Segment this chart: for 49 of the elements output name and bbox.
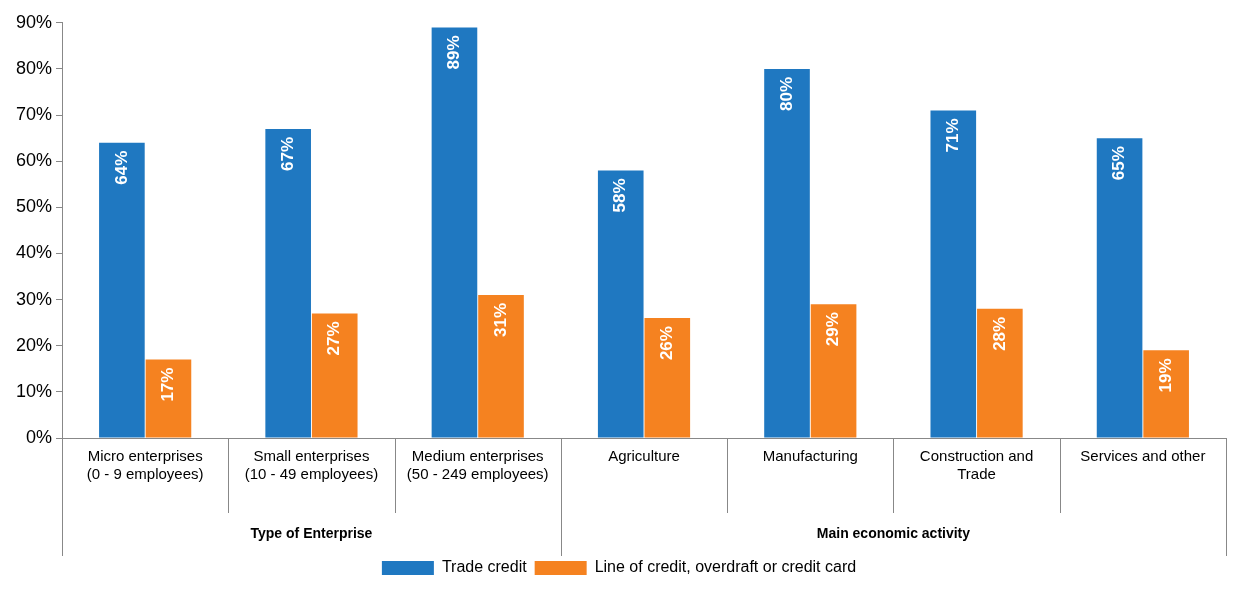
- data-label: 65%: [1109, 146, 1129, 181]
- bar: [265, 128, 311, 438]
- y-tick-label: 60%: [16, 150, 53, 171]
- data-label: 27%: [324, 321, 344, 356]
- bar: [597, 170, 644, 438]
- y-tick-label: 0%: [26, 426, 53, 447]
- bar: [644, 318, 691, 438]
- bar: [478, 294, 524, 438]
- data-label: 89%: [444, 35, 464, 70]
- bar: [764, 68, 810, 438]
- x-tick-label: Small enterprises (10 - 49 employees): [244, 447, 379, 483]
- y-tick-label: 50%: [16, 196, 53, 217]
- bar: [977, 308, 1023, 438]
- data-label: 64%: [111, 150, 131, 185]
- bar: [145, 359, 192, 438]
- bar: [99, 142, 145, 438]
- x-tick-label: Construction and Trade: [919, 447, 1034, 483]
- bar: [810, 304, 857, 438]
- y-tick-label: 40%: [16, 242, 53, 263]
- x-tick-label: Services and other: [1080, 447, 1206, 465]
- y-tick-label: 70%: [16, 104, 53, 125]
- x-tick-label: Medium enterprises (50 - 249 employees): [406, 447, 549, 483]
- data-label: 19%: [1155, 358, 1175, 393]
- x-tick-label: Manufacturing: [762, 447, 858, 465]
- bar: [1096, 138, 1143, 438]
- data-label: 17%: [158, 367, 178, 402]
- bar: [1143, 350, 1189, 438]
- data-label: 80%: [776, 76, 796, 111]
- data-label: 71%: [942, 118, 962, 153]
- text: Main economic activity: [816, 524, 971, 541]
- bar: [930, 110, 977, 438]
- data-label: 67%: [277, 136, 297, 171]
- data-label: 31%: [490, 302, 510, 338]
- y-tick-label: 80%: [16, 57, 53, 78]
- bar: [311, 313, 358, 438]
- x-tick-label: Micro enterprises (0 - 9 employees): [86, 447, 204, 483]
- data-label: 29%: [823, 312, 843, 347]
- data-label: 58%: [610, 178, 630, 213]
- text: Type of Enterprise: [250, 524, 373, 541]
- legend-label: Line of credit, overdraft or credit card: [594, 558, 857, 576]
- y-tick-label: 30%: [16, 288, 53, 309]
- x-tick-label: Agriculture: [608, 447, 680, 465]
- y-tick-label: 20%: [16, 334, 53, 355]
- data-label: 26%: [656, 326, 676, 361]
- y-tick-label: 10%: [16, 380, 53, 401]
- y-tick-label: 90%: [16, 11, 53, 32]
- bar: [431, 27, 478, 438]
- legend-label: Trade credit: [441, 558, 528, 576]
- data-label: 28%: [989, 316, 1009, 351]
